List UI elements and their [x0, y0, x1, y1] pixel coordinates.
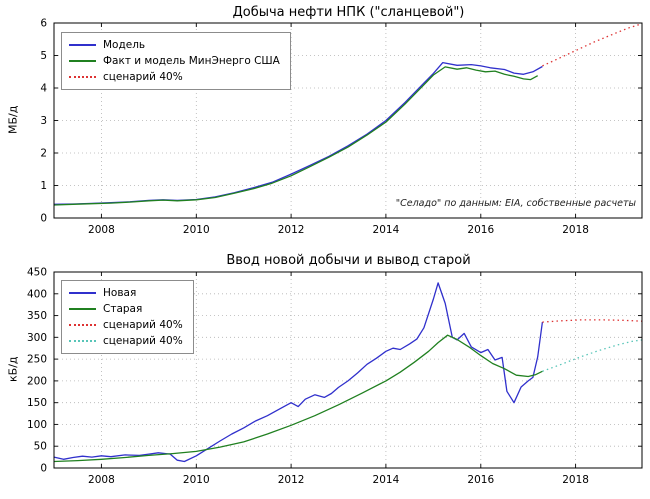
scenario-old-line-sample	[69, 340, 96, 342]
scenario-new-line-sample	[69, 324, 96, 326]
svg-text:0: 0	[40, 213, 47, 225]
new-line-sample	[69, 292, 96, 294]
bottom-y-axis-label: кБ/д	[6, 356, 20, 382]
svg-text:4: 4	[40, 83, 47, 95]
legend-item: сценарий 40%	[69, 317, 183, 333]
bottom-chart-title: Ввод новой добычи и вывод старой	[226, 253, 471, 268]
svg-text:2016: 2016	[467, 224, 494, 236]
svg-text:250: 250	[27, 354, 47, 366]
legend-label: сценарий 40%	[103, 71, 183, 83]
legend-item: Новая	[69, 285, 183, 301]
svg-text:5: 5	[40, 50, 47, 62]
svg-text:0: 0	[40, 463, 47, 475]
svg-text:450: 450	[27, 267, 47, 279]
old-line-sample	[69, 308, 96, 310]
bottom-legend: Новая Старая сценарий 40% сценарий 40%	[61, 280, 194, 354]
svg-text:200: 200	[27, 375, 47, 387]
svg-text:150: 150	[27, 397, 47, 409]
top-y-axis-label: МБ/д	[6, 105, 20, 135]
source-annotation: "Селадо" по данным: EIA, собственные рас…	[395, 198, 636, 209]
svg-text:2018: 2018	[562, 224, 589, 236]
svg-text:2010: 2010	[183, 474, 210, 486]
legend-item: Старая	[69, 301, 183, 317]
legend-item: сценарий 40%	[69, 69, 280, 85]
fact-line-sample	[69, 60, 96, 62]
svg-text:2014: 2014	[373, 474, 400, 486]
legend-label: Факт и модель МинЭнерго США	[103, 55, 280, 67]
svg-text:3: 3	[40, 115, 47, 127]
legend-item: сценарий 40%	[69, 333, 183, 349]
svg-text:2014: 2014	[373, 224, 400, 236]
svg-text:2008: 2008	[88, 224, 115, 236]
legend-label: Модель	[103, 39, 146, 51]
top-legend: Модель Факт и модель МинЭнерго США сцена…	[61, 32, 291, 90]
legend-item: Факт и модель МинЭнерго США	[69, 53, 280, 69]
svg-text:1: 1	[40, 180, 47, 192]
svg-text:2016: 2016	[467, 474, 494, 486]
svg-text:6: 6	[40, 18, 47, 30]
legend-label: сценарий 40%	[103, 319, 183, 331]
svg-text:2018: 2018	[562, 474, 589, 486]
svg-text:100: 100	[27, 419, 47, 431]
svg-text:50: 50	[34, 441, 47, 453]
svg-text:400: 400	[27, 288, 47, 300]
legend-item: Модель	[69, 37, 280, 53]
svg-text:2012: 2012	[278, 224, 305, 236]
svg-text:2010: 2010	[183, 224, 210, 236]
legend-label: Новая	[103, 287, 137, 299]
scenario-line-sample	[69, 76, 96, 78]
model-line-sample	[69, 44, 96, 46]
svg-text:300: 300	[27, 332, 47, 344]
legend-label: сценарий 40%	[103, 335, 183, 347]
legend-label: Старая	[103, 303, 143, 315]
svg-text:350: 350	[27, 310, 47, 322]
svg-text:2008: 2008	[88, 474, 115, 486]
top-chart-title: Добыча нефти НПК ("сланцевой")	[232, 5, 465, 20]
svg-text:2012: 2012	[278, 474, 305, 486]
svg-text:2: 2	[40, 148, 47, 160]
